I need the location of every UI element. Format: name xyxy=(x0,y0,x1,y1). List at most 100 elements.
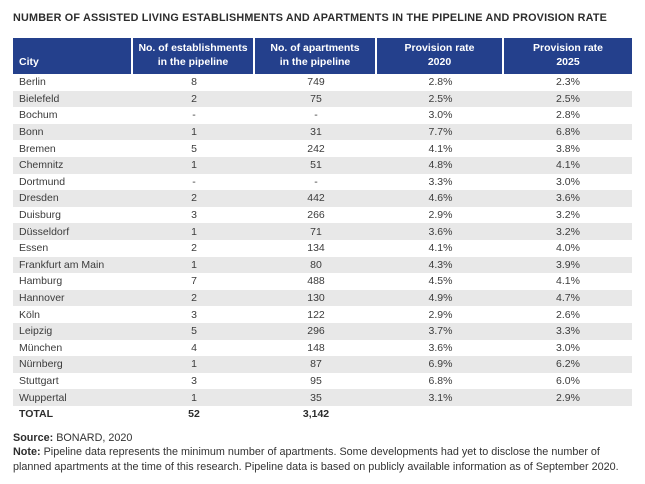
column-header-provision-rate-2020: Provision rate 2020 xyxy=(377,38,504,74)
value-cell: 1 xyxy=(191,159,197,172)
value-cell: 1 xyxy=(191,258,197,271)
value-cell: 242 xyxy=(307,142,325,155)
value-cell: 2.5% xyxy=(428,92,453,105)
table-row: Bielefeld 2 75 2.5% 2.5% xyxy=(13,90,632,108)
value-cell: 2 xyxy=(191,292,197,305)
value-cell: 1 xyxy=(191,358,197,371)
value-cell: 6.2% xyxy=(556,358,580,371)
column-header-city: City xyxy=(13,38,133,74)
value-cell: 1 xyxy=(191,391,197,404)
value-cell: 4 xyxy=(191,341,197,354)
city-cell: Bremen xyxy=(19,142,56,155)
value-cell: 2.9% xyxy=(428,308,453,321)
city-cell: Hamburg xyxy=(19,275,63,288)
value-cell: 3.6% xyxy=(556,192,580,205)
value-cell: - xyxy=(192,175,196,188)
value-cell: 5 xyxy=(191,325,197,338)
table-row: Essen 2 134 4.1% 4.0% xyxy=(13,239,632,257)
note-text: Pipeline data represents the minimum num… xyxy=(13,446,619,473)
table-row: Wuppertal 1 35 3.1% 2.9% xyxy=(13,389,632,406)
value-cell: 2 xyxy=(191,192,197,205)
value-cell: 3.6% xyxy=(428,225,453,238)
note-label: Note: xyxy=(13,446,41,459)
value-cell: 2.5% xyxy=(556,92,580,105)
value-cell: 130 xyxy=(307,292,325,305)
table-row: Hannover 2 130 4.9% 4.7% xyxy=(13,289,632,307)
value-cell: 3.1% xyxy=(428,391,453,404)
value-cell: 6.9% xyxy=(428,358,453,371)
page-title: NUMBER OF ASSISTED LIVING ESTABLISHMENTS… xyxy=(13,12,608,24)
city-cell: Bochum xyxy=(19,109,58,122)
table-row: Stuttgart 3 95 6.8% 6.0% xyxy=(13,372,632,390)
value-cell: 4.1% xyxy=(428,242,453,255)
value-cell: 6.8% xyxy=(556,126,580,139)
table-row: Chemnitz 1 51 4.8% 4.1% xyxy=(13,156,632,174)
value-cell: 3.2% xyxy=(556,225,580,238)
value-cell: - xyxy=(314,109,318,122)
table-row: Frankfurt am Main 1 80 4.3% 3.9% xyxy=(13,256,632,274)
value-cell: 2.9% xyxy=(428,209,453,222)
value-cell: 4.1% xyxy=(556,159,580,172)
city-cell: Hannover xyxy=(19,292,65,305)
value-cell: 4.1% xyxy=(428,142,453,155)
pipeline-table: City No. of establishments in the pipelin… xyxy=(13,38,632,423)
city-cell: Wuppertal xyxy=(19,391,67,404)
value-cell: 488 xyxy=(307,275,325,288)
table-row: Dortmund - - 3.3% 3.0% xyxy=(13,173,632,191)
column-header-establishments-in-pipeline: No. of establishments in the pipeline xyxy=(133,38,255,74)
value-cell: 3.6% xyxy=(428,341,453,354)
value-cell: 3.0% xyxy=(556,341,580,354)
table-footnotes: Source: BONARD, 2020 Note: Pipeline data… xyxy=(13,431,629,474)
value-cell: 2.8% xyxy=(556,109,580,122)
value-cell: 51 xyxy=(310,159,322,172)
value-cell: 3 xyxy=(191,374,197,387)
value-cell: 7 xyxy=(191,275,197,288)
method-note: Note: Pipeline data represents the minim… xyxy=(13,445,629,474)
value-cell: 3.0% xyxy=(428,109,453,122)
value-cell: 6.0% xyxy=(556,374,580,387)
table-row: München 4 148 3.6% 3.0% xyxy=(13,339,632,357)
value-cell: 7.7% xyxy=(428,126,453,139)
value-cell: 442 xyxy=(307,192,325,205)
value-cell: 35 xyxy=(310,391,322,404)
table-header-row: City No. of establishments in the pipelin… xyxy=(13,38,632,74)
value-cell: 5 xyxy=(191,142,197,155)
value-cell: 4.6% xyxy=(428,192,453,205)
city-cell: Dresden xyxy=(19,192,59,205)
value-cell: 31 xyxy=(310,126,322,139)
table-total-row: TOTAL 52 3,142 xyxy=(13,405,632,423)
value-cell: 4.7% xyxy=(556,292,580,305)
value-cell: 3.0% xyxy=(556,175,580,188)
city-cell: Bonn xyxy=(19,126,44,139)
value-cell: 4.0% xyxy=(556,242,580,255)
city-cell: Dortmund xyxy=(19,175,66,188)
value-cell: 71 xyxy=(310,225,322,238)
city-cell: Duisburg xyxy=(19,209,62,222)
value-cell: 3 xyxy=(191,209,197,222)
value-cell: - xyxy=(192,109,196,122)
city-cell: Bielefeld xyxy=(19,92,60,105)
value-cell: 2.8% xyxy=(428,76,453,89)
table-row: Berlin 8 749 2.8% 2.3% xyxy=(13,74,632,91)
table-body: Berlin 8 749 2.8% 2.3% Bielefeld 2 75 2.5% 2.5% Bo… xyxy=(13,74,632,423)
value-cell: 2.3% xyxy=(556,76,580,89)
value-cell: 4.9% xyxy=(428,292,453,305)
table-row: Bremen 5 242 4.1% 3.8% xyxy=(13,140,632,157)
value-cell: 2.9% xyxy=(556,391,580,404)
value-cell: 134 xyxy=(307,242,325,255)
value-cell: 3 xyxy=(191,308,197,321)
value-cell: 3.2% xyxy=(556,209,580,222)
source-note: Source: BONARD, 2020 xyxy=(13,431,629,445)
city-cell: TOTAL xyxy=(19,408,54,421)
city-cell: Stuttgart xyxy=(19,374,59,387)
value-cell: 52 xyxy=(188,408,200,421)
table-row: Leipzig 5 296 3.7% 3.3% xyxy=(13,322,632,340)
value-cell: 3.8% xyxy=(556,142,580,155)
city-cell: Düsseldorf xyxy=(19,225,70,238)
city-cell: Leipzig xyxy=(19,325,53,338)
value-cell: 296 xyxy=(307,325,325,338)
value-cell: 4.1% xyxy=(556,275,580,288)
value-cell: 75 xyxy=(310,92,322,105)
value-cell: 4.3% xyxy=(428,258,453,271)
